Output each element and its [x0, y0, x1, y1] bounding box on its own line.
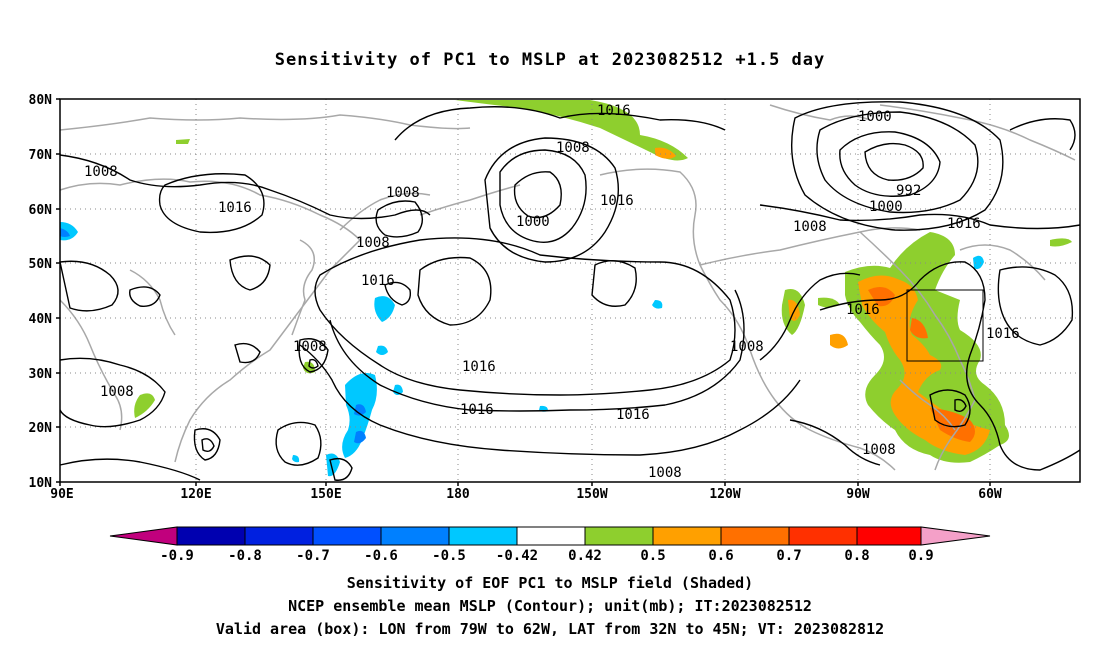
lat-label: 80N [29, 93, 53, 108]
contour-label: 1008 [386, 185, 420, 201]
colorbar [109, 526, 991, 546]
contour-labels: 1016 1000 1008 992 1000 1008 1016 1016 1… [84, 103, 1020, 481]
colorbar-swatch [856, 526, 922, 546]
contour-label: 1008 [100, 384, 134, 400]
colorbar-label: -0.5 [432, 548, 466, 564]
colorbar-label: -0.42 [496, 548, 538, 564]
lon-label: 150W [576, 487, 607, 502]
lat-label: 60N [29, 203, 53, 218]
contour-label: 1016 [361, 273, 395, 289]
mslp-contours [59, 101, 1081, 481]
lon-label: 120E [180, 487, 211, 502]
contour-label: 1016 [947, 216, 981, 232]
valid-area-box [906, 289, 984, 362]
axis-ticks [56, 98, 991, 486]
longitude-labels: 90E 120E 150E 180 150W 120W 90W 60W [50, 487, 1002, 502]
lon-label: 120W [709, 487, 740, 502]
lon-label: 150E [310, 487, 341, 502]
colorbar-swatch [380, 526, 450, 546]
colorbar-left-arrow [109, 526, 178, 546]
colorbar-swatch [516, 526, 586, 546]
lon-label: 180 [446, 487, 470, 502]
colorbar-labels: -0.9 -0.8 -0.7 -0.6 -0.5 -0.42 0.42 0.5 … [160, 548, 934, 564]
lat-label: 20N [29, 421, 53, 436]
negative-sensitivity-shading [60, 222, 984, 477]
colorbar-swatch [448, 526, 518, 546]
contour-label: 992 [896, 183, 921, 199]
contour-label: 1016 [218, 200, 252, 216]
lat-label: 30N [29, 367, 53, 382]
contour-label: 1016 [460, 402, 494, 418]
contour-label: 1008 [862, 442, 896, 458]
contour-label: 1008 [648, 465, 682, 481]
caption-line-3: Valid area (box): LON from 79W to 62W, L… [215, 620, 885, 638]
contour-label: 1008 [730, 339, 764, 355]
contour-label: 1000 [869, 199, 903, 215]
plot-frame [59, 98, 1081, 483]
colorbar-swatch [584, 526, 654, 546]
colorbar-label: 0.8 [844, 548, 869, 564]
contour-label: 1008 [84, 164, 118, 180]
colorbar-swatch [176, 526, 246, 546]
contour-label: 1016 [600, 193, 634, 209]
lon-label: 90E [50, 487, 73, 502]
contour-label: 1016 [986, 326, 1020, 342]
colorbar-swatch [652, 526, 722, 546]
contour-label: 1008 [293, 339, 327, 355]
colorbar-swatch [788, 526, 858, 546]
caption-line-2: NCEP ensemble mean MSLP (Contour); unit(… [288, 597, 812, 615]
coastlines [59, 104, 1076, 471]
colorbar-label: -0.6 [364, 548, 398, 564]
colorbar-label: 0.42 [568, 548, 602, 564]
contour-label: 1000 [858, 109, 892, 125]
colorbar-label: -0.9 [160, 548, 194, 564]
contour-label: 1016 [597, 103, 631, 119]
positive-sensitivity-shading [134, 100, 1072, 463]
lat-label: 40N [29, 312, 53, 327]
colorbar-right-arrow [920, 526, 991, 546]
lat-label: 50N [29, 257, 53, 272]
contour-label: 1008 [356, 235, 390, 251]
latitude-labels: 80N 70N 60N 50N 40N 30N 20N 10N [29, 93, 53, 491]
colorbar-label: 0.6 [708, 548, 733, 564]
contour-label: 1016 [462, 359, 496, 375]
colorbar-swatch [244, 526, 314, 546]
caption-line-1: Sensitivity of EOF PC1 to MSLP field (Sh… [346, 574, 754, 592]
colorbar-label: 0.5 [640, 548, 665, 564]
colorbar-swatch [720, 526, 790, 546]
colorbar-swatch [312, 526, 382, 546]
contour-label: 1008 [556, 140, 590, 156]
lat-label: 10N [29, 476, 53, 491]
map-title: Sensitivity of PC1 to MSLP at 2023082512… [274, 50, 826, 70]
lon-label: 90W [846, 487, 870, 502]
colorbar-label: -0.7 [296, 548, 330, 564]
contour-label: 1008 [793, 219, 827, 235]
contour-label: 1016 [846, 302, 880, 318]
contour-label: 1016 [616, 407, 650, 423]
lat-label: 70N [29, 148, 53, 163]
contour-label: 1000 [516, 214, 550, 230]
colorbar-label: 0.9 [908, 548, 933, 564]
colorbar-label: -0.8 [228, 548, 262, 564]
lon-label: 60W [978, 487, 1002, 502]
colorbar-label: 0.7 [776, 548, 801, 564]
